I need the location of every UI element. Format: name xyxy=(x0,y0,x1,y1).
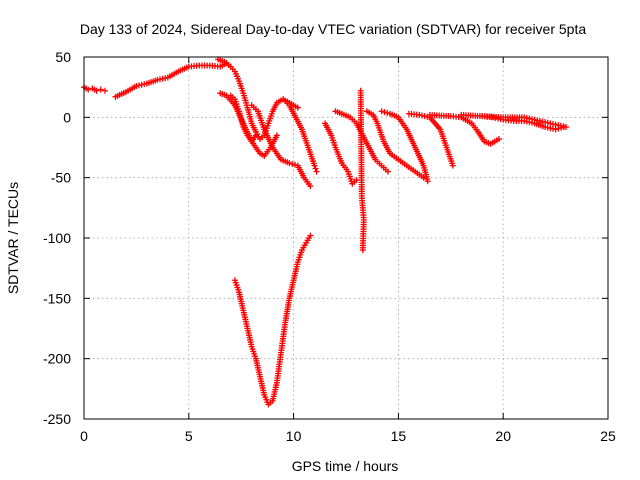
y-tick-label: -250 xyxy=(43,411,71,427)
grid xyxy=(84,57,608,419)
data-point xyxy=(97,86,104,93)
data-point xyxy=(311,162,318,169)
data-point xyxy=(563,123,570,130)
data-point xyxy=(359,247,366,254)
data-point xyxy=(101,87,108,94)
plot-frame xyxy=(83,56,609,420)
x-tick-label: 5 xyxy=(185,428,193,444)
y-tick-label: -150 xyxy=(43,290,71,306)
x-tick-label: 0 xyxy=(80,428,88,444)
y-axis-label: SDTVAR / TECUs xyxy=(5,182,21,294)
data-point xyxy=(420,174,427,181)
x-tick-label: 10 xyxy=(286,428,302,444)
ticks: 0 5 10 15 20 25 -250 -200 -150 -100 -50 0 50 xyxy=(43,49,616,444)
data-point xyxy=(286,160,293,167)
x-tick-label: 20 xyxy=(495,428,511,444)
data-point xyxy=(384,109,391,116)
data-point xyxy=(85,86,92,93)
data-point xyxy=(93,87,100,94)
data-point xyxy=(312,165,319,172)
data-point xyxy=(496,136,503,143)
data-point xyxy=(381,109,388,116)
data-point xyxy=(449,162,456,169)
data-point xyxy=(384,168,391,175)
x-tick-label: 25 xyxy=(600,428,616,444)
y-tick-label: 50 xyxy=(55,49,71,65)
x-axis-label: GPS time / hours xyxy=(292,458,399,474)
data-point xyxy=(378,108,385,115)
data-point xyxy=(353,177,360,184)
data-point xyxy=(294,104,301,111)
data-point xyxy=(252,132,259,139)
data-point xyxy=(313,168,320,175)
y-tick-label: -100 xyxy=(43,230,71,246)
x-tick-label: 15 xyxy=(391,428,407,444)
data-point xyxy=(307,232,314,239)
y-tick-label: 0 xyxy=(63,109,71,125)
data-point xyxy=(291,161,298,168)
data-point xyxy=(273,132,280,139)
y-tick-label: -50 xyxy=(51,170,71,186)
data-point xyxy=(307,183,314,190)
chart-title: Day 133 of 2024, Sidereal Day-to-day VTE… xyxy=(80,21,587,37)
data-point xyxy=(424,178,431,185)
data-point xyxy=(289,160,296,167)
data-points xyxy=(81,56,570,408)
y-tick-label: -200 xyxy=(43,351,71,367)
